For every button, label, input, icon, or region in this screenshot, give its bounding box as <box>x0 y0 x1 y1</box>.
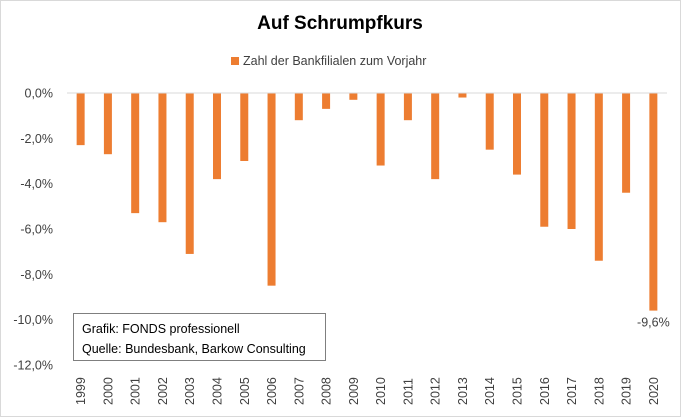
bar <box>267 93 276 286</box>
legend: Zahl der Bankfilialen zum Vorjahr <box>231 54 426 68</box>
bar <box>403 93 412 121</box>
bar <box>185 93 194 254</box>
bar <box>594 93 603 261</box>
x-tick-label: 2012 <box>429 377 443 405</box>
bar <box>322 93 331 109</box>
x-tick-label: 2004 <box>211 377 225 405</box>
bar <box>240 93 249 161</box>
bar <box>213 93 221 180</box>
x-tick-label: 2014 <box>483 377 497 405</box>
y-tick-label: -10,0% <box>13 313 53 327</box>
x-tick-label: 2005 <box>238 377 252 405</box>
bar <box>76 93 85 146</box>
x-tick-label: 2009 <box>347 377 361 405</box>
legend-label: Zahl der Bankfilialen zum Vorjahr <box>243 54 426 68</box>
x-tick-label: 2010 <box>374 377 388 405</box>
bar <box>458 93 467 98</box>
bar <box>567 93 576 229</box>
bar <box>376 93 385 166</box>
y-tick-label: -6,0% <box>20 223 53 237</box>
legend-swatch <box>231 57 239 65</box>
y-tick-label: -12,0% <box>13 359 53 373</box>
bar <box>103 93 112 155</box>
x-tick-label: 2019 <box>620 377 634 405</box>
x-tick-label: 2002 <box>156 377 170 405</box>
bar <box>294 93 303 121</box>
x-tick-label: 2013 <box>456 377 470 405</box>
x-tick-label: 2008 <box>320 377 334 405</box>
x-tick-label: 1999 <box>74 377 88 405</box>
bar <box>485 93 494 150</box>
data-labels: -9,6% <box>637 316 670 330</box>
x-tick-label: 2015 <box>511 377 525 405</box>
x-tick-label: 2006 <box>265 377 279 405</box>
bar <box>131 93 140 214</box>
y-tick-label: -4,0% <box>20 177 53 191</box>
source-origin: Quelle: Bundesbank, Barkow Consulting <box>82 342 306 356</box>
x-tick-label: 2003 <box>183 377 197 405</box>
source-box: Grafik: FONDS professionell Quelle: Bund… <box>73 313 326 361</box>
y-tick-label: 0,0% <box>25 87 54 101</box>
bar <box>540 93 549 227</box>
bar <box>649 93 658 311</box>
bars <box>76 93 658 311</box>
y-tick-label: -8,0% <box>20 268 53 282</box>
bar <box>622 93 631 193</box>
x-tick-label: 2007 <box>292 377 306 405</box>
chart-title: Auf Schrumpfkurs <box>257 13 423 34</box>
data-label: -9,6% <box>637 316 670 330</box>
y-tick-label: -2,0% <box>20 132 53 146</box>
x-tick-label: 2011 <box>401 378 415 405</box>
x-tick-label: 2020 <box>647 377 661 405</box>
source-credit: Grafik: FONDS professionell <box>82 322 240 336</box>
bar <box>158 93 167 223</box>
x-tick-label: 2018 <box>592 377 606 405</box>
x-axis: 1999 2000 2001 2002 2003 2004 2005 2006 2007 2008… <box>67 92 667 405</box>
bar <box>431 93 440 180</box>
x-tick-label: 2017 <box>565 377 579 405</box>
bar <box>513 93 521 175</box>
y-axis: 0,0% -2,0% -4,0% -6,0% -8,0% -10,0% -12,0% <box>13 87 53 373</box>
x-tick-label: 2001 <box>129 377 143 405</box>
bar <box>349 93 358 100</box>
x-tick-label: 2000 <box>101 377 115 405</box>
x-tick-label: 2016 <box>538 377 552 405</box>
